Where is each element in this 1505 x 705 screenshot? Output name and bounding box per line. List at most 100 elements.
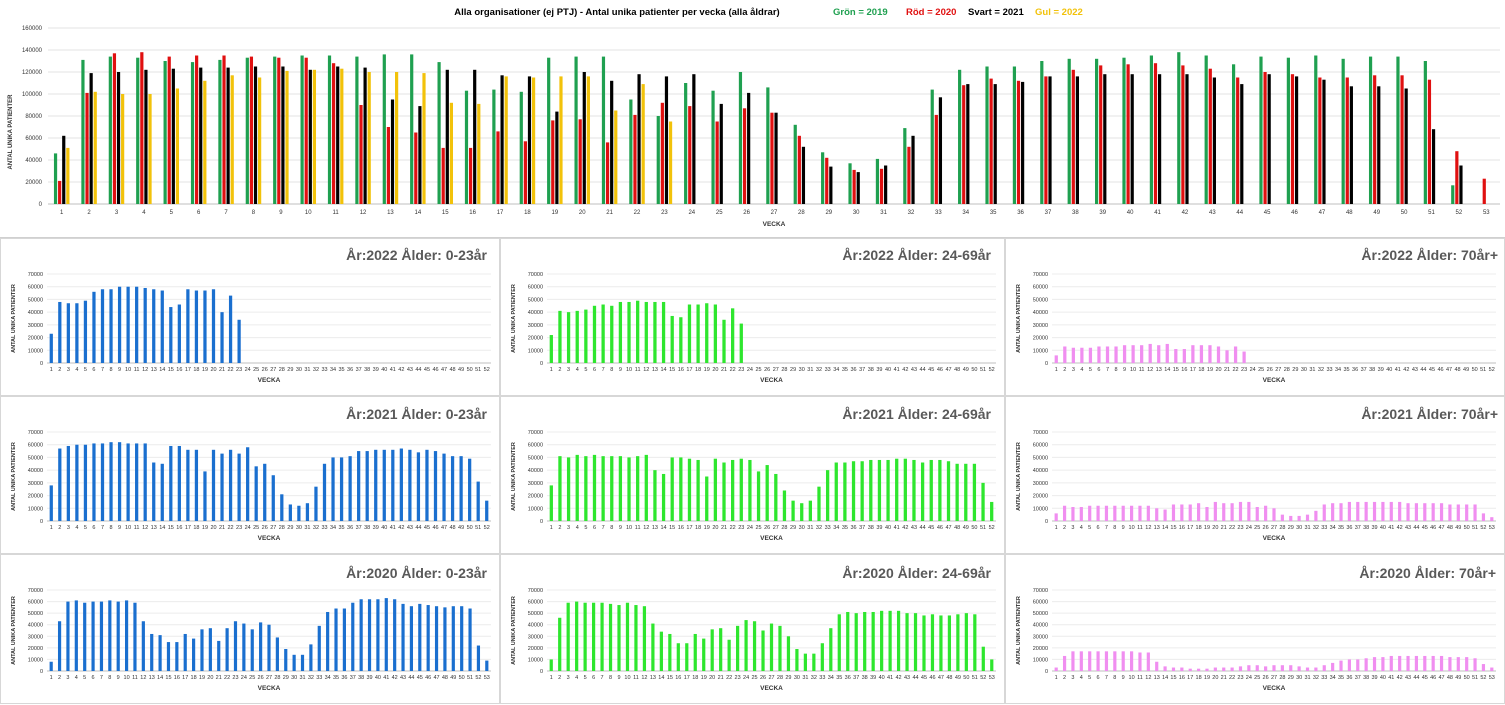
bar-week-45 [425,449,429,521]
x-tick-label: 34 [1330,525,1336,531]
x-tick-label: 22 [224,675,230,681]
x-tick-label: 2 [558,525,561,531]
x-tick-label: 23 [1237,525,1243,531]
bar-2020-week-53 [1482,178,1486,204]
x-tick-label: 46 [929,675,935,681]
y-tick-label: 0 [540,669,543,675]
x-tick-label: 23 [236,367,242,373]
bar-week-43 [1406,655,1410,671]
bar-2019-week-17 [492,89,496,204]
y-tick-label: 0 [1045,669,1048,675]
x-tick-label: 20 [709,675,715,681]
x-tick-label: 7 [1105,675,1108,681]
grid [547,273,996,364]
x-tick-label: 43 [911,367,917,373]
bar-week-3 [566,457,571,521]
bar-week-50 [1465,504,1469,521]
x-tick-label: 41 [1395,367,1401,373]
bar-week-10 [627,301,631,363]
bar-2022-week-2 [93,91,97,204]
bar-2021-week-35 [993,84,997,204]
bar-week-11 [1138,505,1142,521]
x-tick-label: 23 [738,525,744,531]
x-tick-label: 29 [283,675,289,681]
x-tick-label: 48 [1447,675,1453,681]
bar-week-31 [305,503,310,521]
bar-week-36 [342,608,346,671]
x-tick-label: 40 [381,367,387,373]
bar-2019-week-15 [437,62,441,204]
bar-week-49 [451,606,455,671]
x-axis-label: VECKA [258,377,281,384]
x-tick-label: 24 [241,675,247,681]
bar-week-14 [160,463,164,521]
bar-week-13 [653,470,657,521]
bar-week-8 [108,600,112,671]
x-tick-label: 38 [364,525,370,531]
x-tick-label: 15 [667,675,673,681]
bar-2019-week-49 [1368,56,1373,204]
bar-2020-week-9 [277,57,281,205]
x-tick-label: 44 [408,675,414,681]
x-tick-label: 49 [955,675,961,681]
x-tick-label: 25 [751,675,757,681]
bar-week-43 [1406,503,1410,521]
bar-week-12 [1146,505,1150,521]
x-tick-label: 11 [134,525,140,531]
bar-week-22 [228,449,233,521]
bar-week-2 [1062,505,1067,521]
x-tick-label: 53 [1489,675,1495,681]
bar-week-25 [752,621,757,671]
bar-week-33 [1322,504,1326,521]
x-tick-label: 2 [558,675,561,681]
bar-week-53 [990,659,994,671]
x-tick-label: 12 [1147,367,1153,373]
bar-week-46 [433,451,438,521]
bar-week-17 [1188,668,1192,671]
x-tick-label: 53 [1483,210,1490,216]
x-tick-label: 7 [100,675,103,681]
x-tick-label: 51 [972,675,978,681]
x-tick-label: 47 [441,367,447,373]
x-tick-label: 26 [764,367,770,373]
y-tick-label: 140000 [22,48,43,54]
bar-week-6 [91,601,95,671]
x-tick-label: 21 [1224,367,1230,373]
x-tick-label: 21 [1221,525,1227,531]
y-tick-label: 60000 [1033,600,1048,606]
x-tick-label: 14 [1162,525,1168,531]
y-tick-label: 0 [40,519,43,525]
x-tick-label: 28 [1279,525,1285,531]
bar-week-12 [642,606,647,671]
x-tick-label: 33 [819,675,825,681]
bar-2020-week-33 [934,114,938,204]
bar-2022-week-12 [367,72,371,204]
x-tick-label: 44 [1236,210,1243,216]
bar-week-8 [109,289,113,363]
bar-week-9 [1122,345,1127,363]
x-tick-label: 39 [373,525,379,531]
bar-week-37 [854,613,858,671]
x-tick-label: 8 [110,367,113,373]
x-tick-label: 44 [920,367,926,373]
x-tick-label: 46 [432,367,438,373]
bar-week-31 [1305,667,1310,671]
bar-week-4 [575,601,579,671]
bar-week-19 [1205,507,1209,521]
bar-2020-week-29 [825,157,829,204]
y-tick-label: 10000 [28,348,43,354]
bar-2020-week-18 [523,141,527,204]
bar-week-26 [1264,666,1268,671]
bar-2021-week-34 [966,84,970,204]
bar-week-16 [1180,667,1184,671]
bar-week-7 [1104,651,1109,671]
bar-week-51 [1473,504,1477,521]
x-tick-label: 42 [398,367,404,373]
x-tick-label: 15 [1170,675,1176,681]
x-tick-label: 49 [458,525,464,531]
x-tick-label: 38 [358,675,364,681]
bar-2022-week-22 [641,84,645,204]
x-tick-label: 31 [807,367,813,373]
bar-2021-week-45 [1267,74,1271,204]
